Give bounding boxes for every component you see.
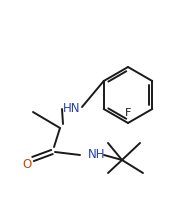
Text: HN: HN [63, 101, 81, 115]
Text: O: O [22, 159, 32, 171]
Text: NH: NH [88, 148, 105, 161]
Text: F: F [125, 108, 131, 118]
